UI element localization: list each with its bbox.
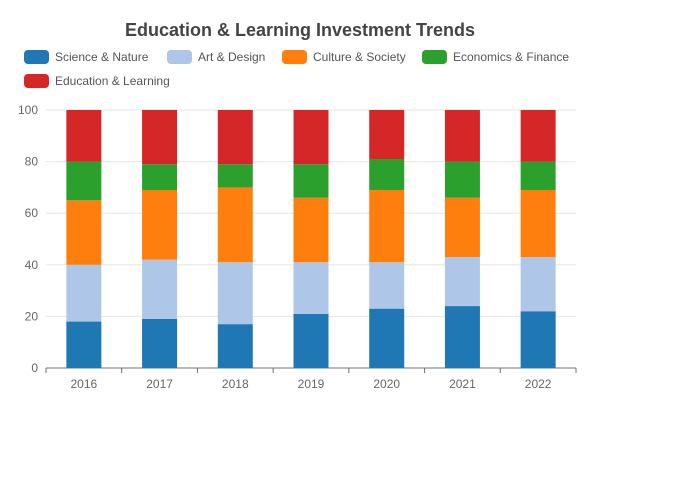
- bar-segment: [520, 161, 556, 190]
- bar-segment: [66, 321, 102, 368]
- y-tick-label: 100: [18, 103, 38, 117]
- legend-label: Economics & Finance: [453, 50, 570, 64]
- legend-item[interactable]: Culture & Society: [282, 50, 406, 64]
- legend-item[interactable]: Art & Design: [167, 50, 265, 64]
- legend-swatch: [24, 50, 49, 64]
- legend-swatch: [282, 50, 307, 64]
- bar-segment: [520, 311, 556, 368]
- bar-segment: [520, 257, 556, 312]
- bar-segment: [217, 164, 253, 188]
- x-tick-label: 2020: [373, 377, 400, 391]
- x-tick-label: 2021: [449, 377, 476, 391]
- bar-segment: [520, 189, 556, 258]
- bar-segment: [66, 264, 102, 322]
- bar-segment: [217, 187, 253, 263]
- x-tick-label: 2022: [525, 377, 552, 391]
- bar-segment: [369, 308, 405, 368]
- legend-label: Art & Design: [198, 50, 266, 64]
- legend-item[interactable]: Education & Learning: [24, 74, 170, 88]
- bar-segment: [217, 324, 253, 368]
- bar-segment: [369, 110, 405, 160]
- y-tick-label: 60: [25, 206, 39, 220]
- legend-label: Science & Nature: [55, 50, 149, 64]
- bar-segment: [142, 259, 178, 319]
- bar-segment: [444, 306, 480, 368]
- y-tick-label: 0: [31, 361, 38, 375]
- bar-segment: [66, 161, 102, 201]
- bar-segment: [217, 262, 253, 325]
- bar-segment: [444, 197, 480, 258]
- y-tick-label: 20: [25, 309, 39, 323]
- bar-segment: [293, 313, 329, 368]
- bar-segment: [293, 164, 329, 198]
- bar-segment: [369, 189, 405, 263]
- legend-item[interactable]: Science & Nature: [24, 50, 148, 64]
- bar-segment: [142, 110, 178, 165]
- legend-item[interactable]: Economics & Finance: [422, 50, 569, 64]
- bar-segment: [293, 197, 329, 263]
- legend-label: Education & Learning: [55, 74, 170, 88]
- bar-segment: [217, 110, 253, 165]
- x-tick-label: 2019: [298, 377, 325, 391]
- bar-segment: [293, 110, 329, 165]
- bar-segment: [444, 257, 480, 307]
- x-tick-label: 2017: [146, 377, 173, 391]
- legend-label: Culture & Society: [313, 50, 406, 64]
- x-tick-label: 2016: [71, 377, 98, 391]
- legend-swatch: [24, 74, 49, 88]
- bar-segment: [142, 189, 178, 260]
- bar-segment: [293, 262, 329, 314]
- bar-segment: [142, 164, 178, 190]
- bar-segment: [444, 161, 480, 198]
- x-tick-label: 2018: [222, 377, 249, 391]
- bar-segment: [66, 200, 102, 265]
- chart-title: Education & Learning Investment Trends: [124, 20, 476, 40]
- bar-segment: [369, 159, 405, 190]
- bar-segment: [142, 318, 178, 368]
- bar-segment: [520, 110, 556, 162]
- bar-segment: [66, 110, 102, 162]
- bar-segment: [444, 110, 480, 162]
- bar-segment: [369, 262, 405, 309]
- y-tick-label: 80: [25, 155, 39, 169]
- y-tick-label: 40: [25, 258, 39, 272]
- legend-swatch: [422, 50, 447, 64]
- legend-swatch: [167, 50, 192, 64]
